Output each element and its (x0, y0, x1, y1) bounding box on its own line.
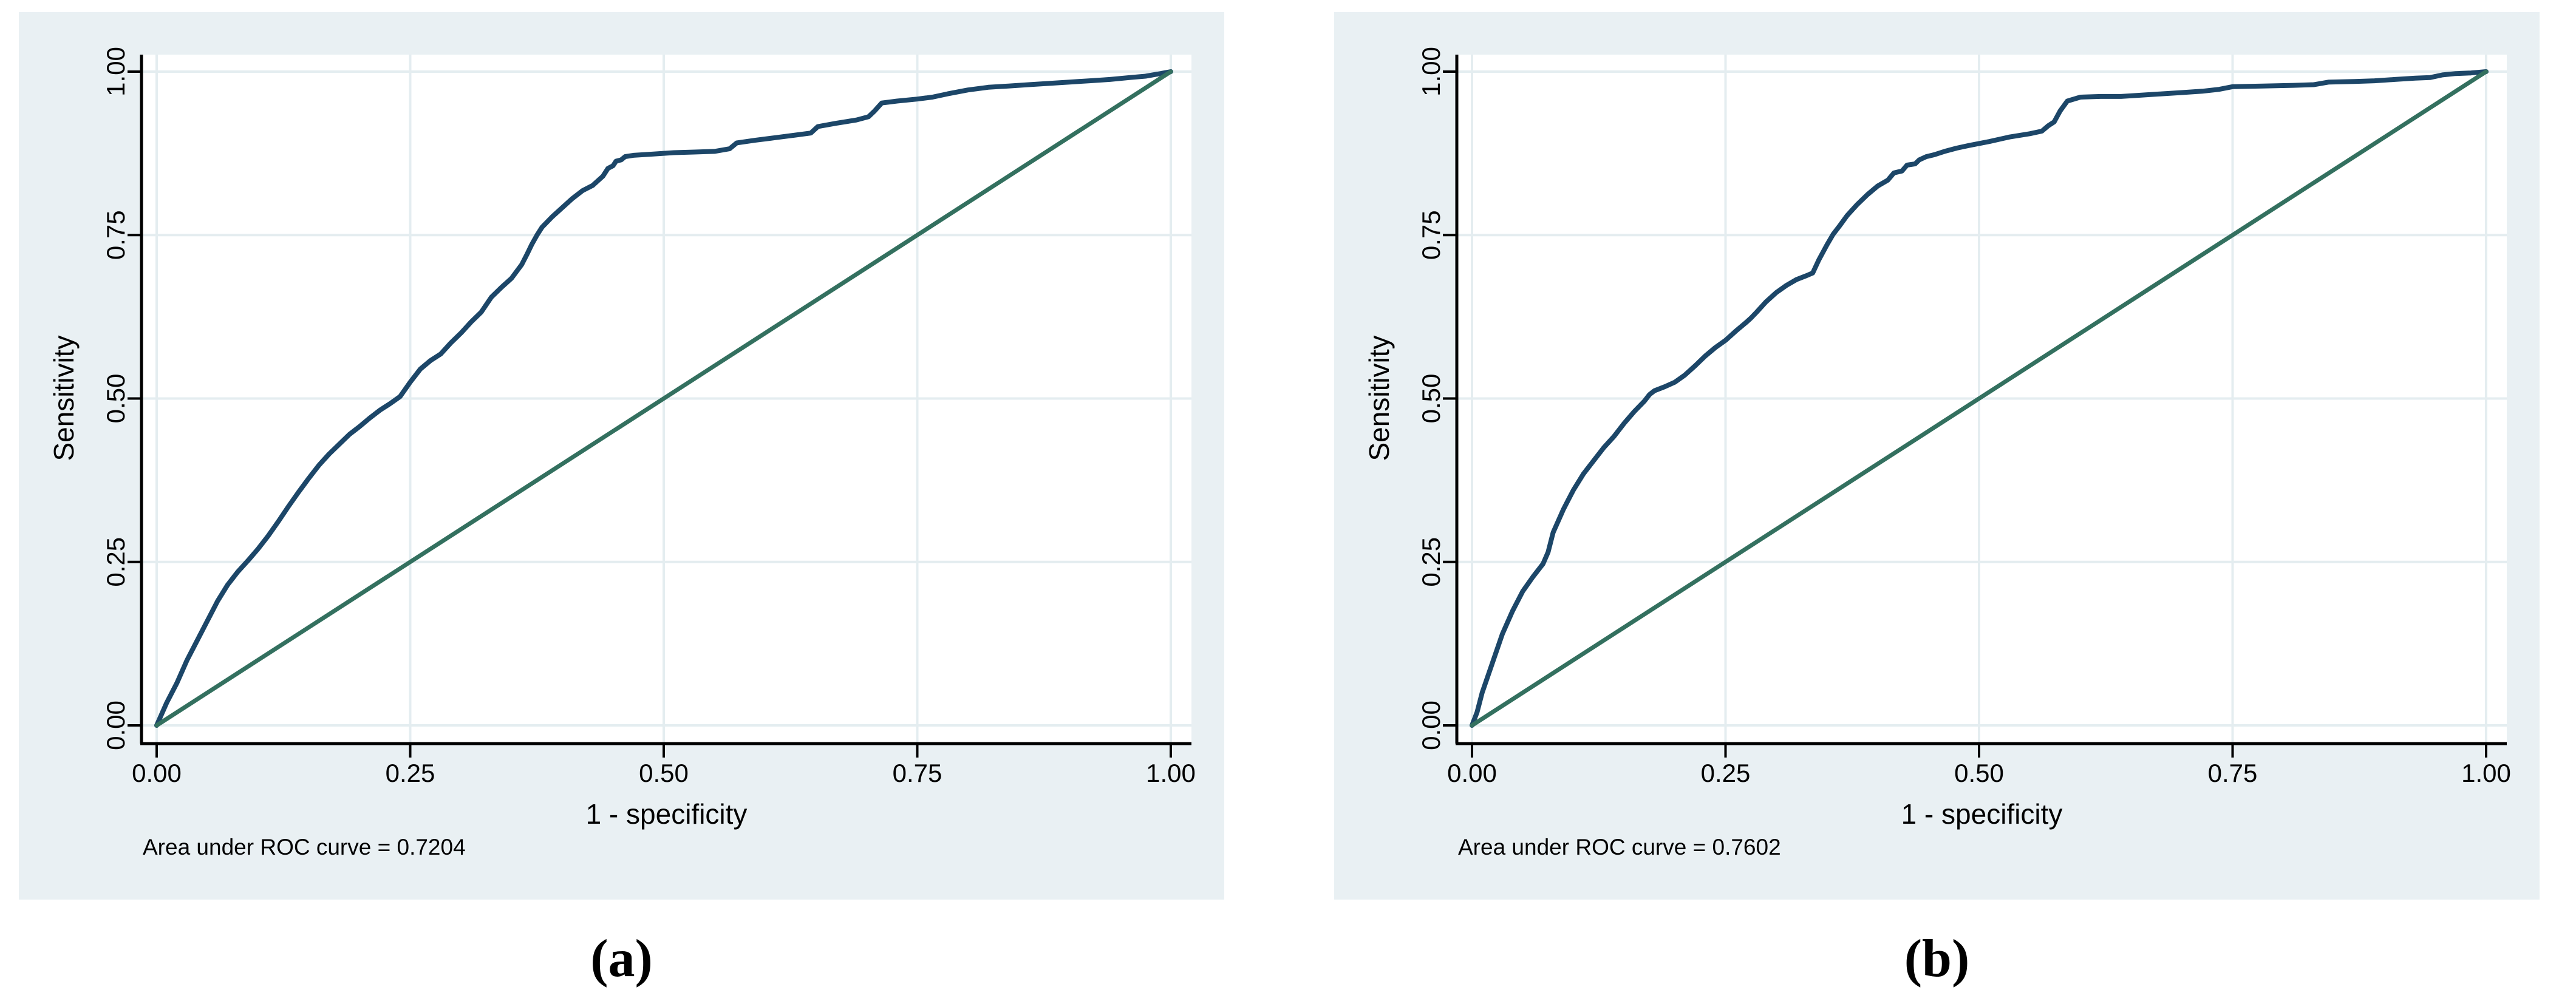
x-tick-label: 1.00 (1146, 759, 1196, 787)
y-tick-label: 0.00 (101, 700, 130, 750)
roc-curve-path (1470, 69, 2489, 728)
panel-caption-a: (a) (590, 929, 653, 988)
x-tick-label: 0.75 (893, 759, 942, 787)
x-tick-label: 0.50 (639, 759, 689, 787)
y-tick-label: 1.00 (1417, 47, 1445, 97)
x-tick-label: 0.25 (1701, 759, 1751, 787)
roc-panel-a: 0.00 0.25 0.50 0.75 1.00 0.00 0.25 0.50 0.75 1.00… (19, 12, 1224, 900)
roc-curve-path (154, 69, 1173, 728)
x-tick-label: 0.00 (1447, 759, 1497, 787)
x-axis-title: 1 - specificity (1901, 798, 2063, 830)
y-tick-label: 0.75 (101, 210, 130, 260)
auc-annotation: Area under ROC curve = 0.7602 (1458, 835, 1781, 860)
y-tick-label: 0.75 (1417, 210, 1445, 260)
y-tick-label: 0.50 (101, 374, 130, 424)
y-tick-label: 0.25 (1417, 537, 1445, 587)
y-axis-title: Sensitivity (1363, 335, 1395, 461)
y-tick-label: 0.25 (101, 537, 130, 587)
x-axis-title: 1 - specificity (585, 798, 748, 830)
y-axis-title: Sensitivity (48, 335, 80, 461)
roc-plot-a: 0.00 0.25 0.50 0.75 1.00 0.00 0.25 0.50 0.75 1.00 (101, 47, 1196, 787)
x-tick-label: 0.75 (2208, 759, 2258, 787)
auc-annotation: Area under ROC curve = 0.7204 (143, 835, 466, 860)
x-tick-label: 1.00 (2461, 759, 2511, 787)
reference-line-path (1470, 69, 2489, 728)
x-tick-label: 0.00 (132, 759, 182, 787)
roc-plot-b: 0.00 0.25 0.50 0.75 1.00 0.00 0.25 0.50 0.75 1.00 (1417, 47, 2511, 787)
x-tick-label: 0.50 (1954, 759, 2004, 787)
y-tick-label: 1.00 (101, 47, 130, 97)
x-tick-label: 0.25 (386, 759, 435, 787)
panel-caption-b: (b) (1904, 929, 1970, 988)
y-tick-label: 0.00 (1417, 700, 1445, 750)
reference-line-path (154, 69, 1173, 728)
y-tick-label: 0.50 (1417, 374, 1445, 424)
roc-panel-b: 0.00 0.25 0.50 0.75 1.00 0.00 0.25 0.50 0.75 1.00… (1334, 12, 2540, 900)
